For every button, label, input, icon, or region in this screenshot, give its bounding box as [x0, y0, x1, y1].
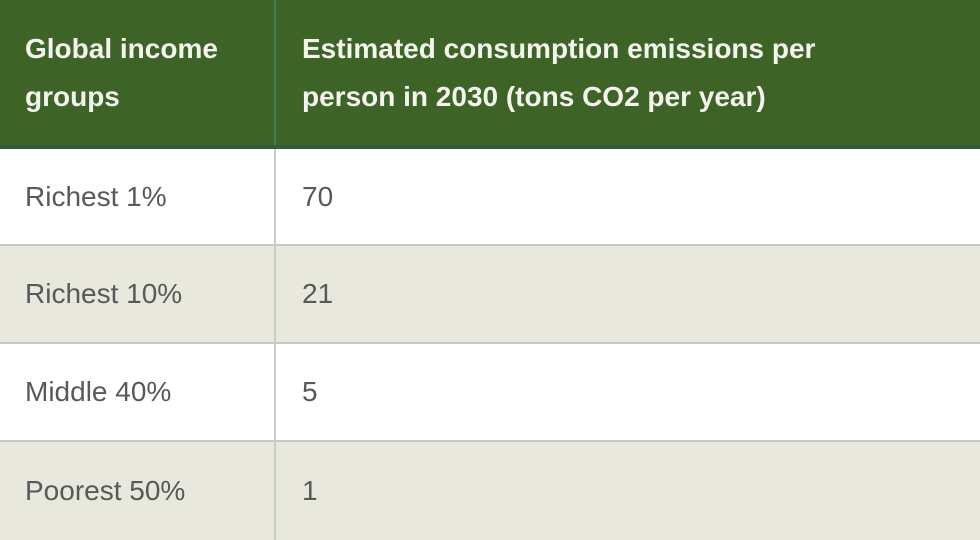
header-row: Global income groups Estimated consumpti…: [0, 0, 980, 149]
value-cell: 1: [275, 440, 980, 540]
value-cell: 5: [275, 342, 980, 441]
header-cell-emissions: Estimated consumption emissions per pers…: [275, 0, 980, 149]
table-row-richest-1: Richest 1% 70: [0, 147, 980, 245]
table-row-richest-10: Richest 10% 21: [0, 244, 980, 343]
table-row-poorest-50: Poorest 50% 1: [0, 440, 980, 540]
group-cell: Poorest 50%: [0, 440, 276, 540]
group-cell: Richest 10%: [0, 244, 276, 343]
group-cell: Middle 40%: [0, 342, 276, 441]
group-cell: Richest 1%: [0, 147, 276, 245]
value-cell: 70: [275, 147, 980, 245]
header-label-emissions: Estimated consumption emissions per pers…: [302, 32, 816, 112]
header-cell-income-groups: Global income groups: [0, 0, 276, 149]
value-cell: 21: [275, 244, 980, 343]
header-label-income-groups: Global income groups: [25, 32, 218, 112]
table-row-middle-40: Middle 40% 5: [0, 342, 980, 441]
